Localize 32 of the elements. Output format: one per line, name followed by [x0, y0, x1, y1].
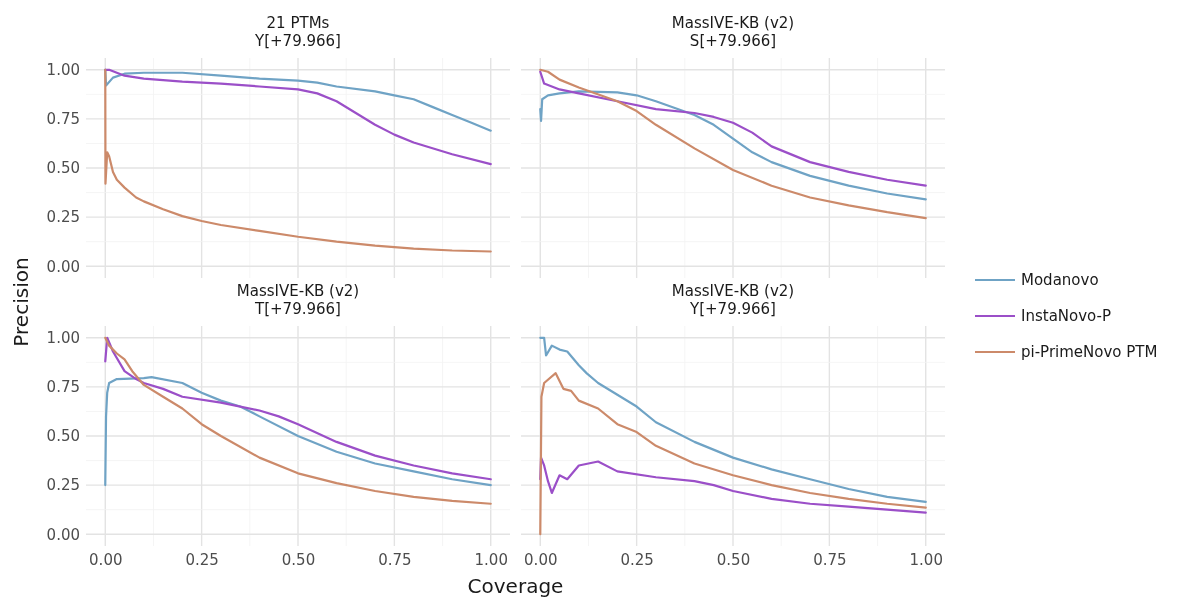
chart-title: MassIVE-KB (v2) T[+79.966] [236, 282, 360, 318]
y-tick-label: 0.00 [46, 257, 80, 276]
x-tick-label: 1.00 [909, 550, 943, 569]
x-tick-label: 0.50 [281, 550, 316, 569]
chart-title: MassIVE-KB (v2) Y[+79.966] [671, 282, 795, 318]
x-tick-label: 0.75 [813, 550, 847, 569]
chart-title: MassIVE-KB (v2) S[+79.966] [671, 14, 795, 50]
y-tick-label: 0.50 [46, 159, 80, 178]
x-tick-label: 0.25 [620, 550, 654, 569]
legend-label: Modanovo [1021, 271, 1099, 289]
y-tick-label: 0.50 [46, 427, 80, 446]
y-tick-label: 1.00 [46, 329, 80, 348]
x-tick-label: 1.00 [474, 550, 508, 569]
line-series [104, 68, 492, 253]
y-axis-title: Precision [9, 257, 33, 347]
x-tick-label: 0.75 [378, 550, 412, 569]
x-tick-label: 0.00 [524, 550, 558, 569]
line-series [104, 375, 492, 487]
y-tick-label: 0.00 [46, 525, 80, 544]
x-axis-title: Coverage [467, 574, 564, 598]
y-tick-label: 0.25 [46, 476, 80, 495]
y-tick-label: 1.00 [46, 61, 80, 80]
legend-label: pi-PrimeNovo PTM [1021, 343, 1158, 361]
legend-label: InstaNovo-P [1021, 307, 1112, 325]
x-tick-label: 0.50 [716, 550, 751, 569]
x-tick-label: 0.25 [185, 550, 219, 569]
y-tick-label: 0.25 [46, 208, 80, 227]
line-series [104, 68, 492, 166]
x-tick-label: 0.00 [89, 550, 123, 569]
chart-title: 21 PTMs Y[+79.966] [254, 14, 341, 50]
y-tick-label: 0.75 [46, 378, 80, 397]
y-tick-label: 0.75 [46, 110, 80, 129]
